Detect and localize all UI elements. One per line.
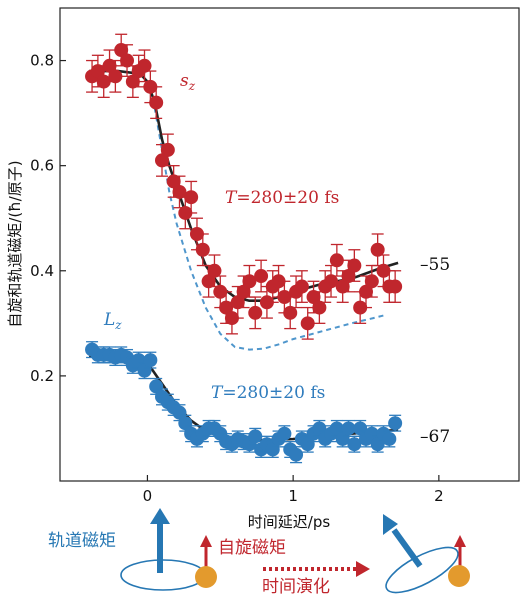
data-point-s_z xyxy=(254,269,269,284)
dashed-curve-layer xyxy=(146,81,384,351)
ball-left xyxy=(195,566,217,588)
right-label-bottom: –67 xyxy=(420,427,450,447)
data-point-s_z xyxy=(300,316,315,331)
data-points xyxy=(85,33,403,464)
data-point-s_z xyxy=(388,279,403,294)
x-tick-label: 0 xyxy=(143,487,153,505)
data-point-s_z xyxy=(172,184,187,199)
right-label-top: –55 xyxy=(420,255,450,275)
data-point-s_z xyxy=(120,53,135,68)
data-point-L_z xyxy=(364,426,379,441)
data-point-s_z xyxy=(195,242,210,257)
data-point-s_z xyxy=(102,58,117,73)
data-point-L_z xyxy=(172,405,187,420)
data-point-L_z xyxy=(347,437,362,452)
orbital-arrowhead-left xyxy=(150,508,170,524)
x-tick-label: 2 xyxy=(434,487,444,505)
data-point-L_z xyxy=(300,437,315,452)
data-point-s_z xyxy=(341,269,356,284)
sz-label: sz xyxy=(180,71,196,93)
data-point-s_z xyxy=(219,300,234,315)
data-point-s_z xyxy=(149,95,164,110)
data-point-s_z xyxy=(160,142,175,157)
data-point-s_z xyxy=(324,274,339,289)
orbital-arrow-right xyxy=(391,528,423,568)
axis-ticks: 0 1 2 0.2 0.4 0.6 0.8 xyxy=(30,52,443,505)
data-point-s_z xyxy=(236,284,251,299)
y-tick-label: 0.6 xyxy=(30,157,54,175)
legend-diagram: 轨道磁矩 自旋磁矩 时间演化 xyxy=(48,508,470,597)
data-point-L_z xyxy=(149,379,164,394)
time-arrowhead xyxy=(356,561,370,577)
data-point-L_z xyxy=(341,421,356,436)
data-point-s_z xyxy=(230,295,245,310)
data-point-s_z xyxy=(166,174,181,189)
data-point-s_z xyxy=(137,58,152,73)
data-point-s_z xyxy=(90,64,105,79)
data-point-L_z xyxy=(388,416,403,431)
data-point-L_z xyxy=(289,447,304,462)
spin-arrowhead-right xyxy=(454,535,466,547)
data-point-L_z xyxy=(248,429,263,444)
data-point-s_z xyxy=(335,279,350,294)
data-point-s_z xyxy=(207,263,222,278)
data-point-s_z xyxy=(306,290,321,305)
data-point-s_z xyxy=(359,284,373,299)
data-point-s_z xyxy=(114,43,129,58)
data-point-L_z xyxy=(382,431,397,446)
data-point-L_z xyxy=(131,353,146,368)
spin-moment-label: 自旋磁矩 xyxy=(218,538,286,558)
y-axis-label: 自旋和轨道磁矩/(ħ/原子) xyxy=(6,160,24,327)
x-tick-label: 1 xyxy=(288,487,298,505)
data-point-s_z xyxy=(312,300,327,315)
data-point-s_z xyxy=(364,274,379,289)
data-point-L_z xyxy=(329,421,344,436)
y-tick-label: 0.2 xyxy=(30,367,54,385)
y-tick-label: 0.8 xyxy=(30,52,54,70)
ball-right xyxy=(448,565,470,587)
data-point-L_z xyxy=(265,442,280,457)
data-point-s_z xyxy=(201,274,216,289)
plot-frame xyxy=(59,7,520,482)
lz-label: Lz xyxy=(103,310,122,332)
data-point-L_z xyxy=(277,426,292,441)
data-point-s_z xyxy=(248,305,263,320)
data-point-L_z xyxy=(370,437,385,452)
data-point-s_z xyxy=(294,279,309,294)
x-axis-label: 时间延迟/ps xyxy=(248,513,331,531)
time-evolution-label: 时间演化 xyxy=(262,577,330,597)
y-tick-label: 0.4 xyxy=(30,262,54,280)
data-point-s_z xyxy=(283,305,298,320)
orbital-moment-label: 轨道磁矩 xyxy=(48,531,116,551)
data-point-s_z xyxy=(370,242,385,257)
data-point-L_z xyxy=(312,421,327,436)
data-point-s_z xyxy=(347,258,362,273)
dashed-curve-s_z xyxy=(146,81,384,351)
orbital-arrowhead-right xyxy=(383,514,398,535)
data-point-L_z xyxy=(137,363,152,378)
data-point-s_z xyxy=(184,190,199,205)
spin-arrowhead-left xyxy=(200,535,212,547)
data-point-s_z xyxy=(329,253,344,268)
data-point-L_z xyxy=(335,431,350,446)
data-point-L_z xyxy=(178,416,193,431)
data-point-L_z xyxy=(353,421,368,436)
data-point-L_z xyxy=(143,353,158,368)
data-point-s_z xyxy=(155,153,169,168)
t-annotation-blue: T=280±20 fs xyxy=(211,383,325,403)
t-annotation-red: T=280±20 fs xyxy=(225,188,339,208)
data-point-s_z xyxy=(242,274,257,289)
data-point-s_z xyxy=(125,74,140,89)
data-point-s_z xyxy=(108,69,123,84)
